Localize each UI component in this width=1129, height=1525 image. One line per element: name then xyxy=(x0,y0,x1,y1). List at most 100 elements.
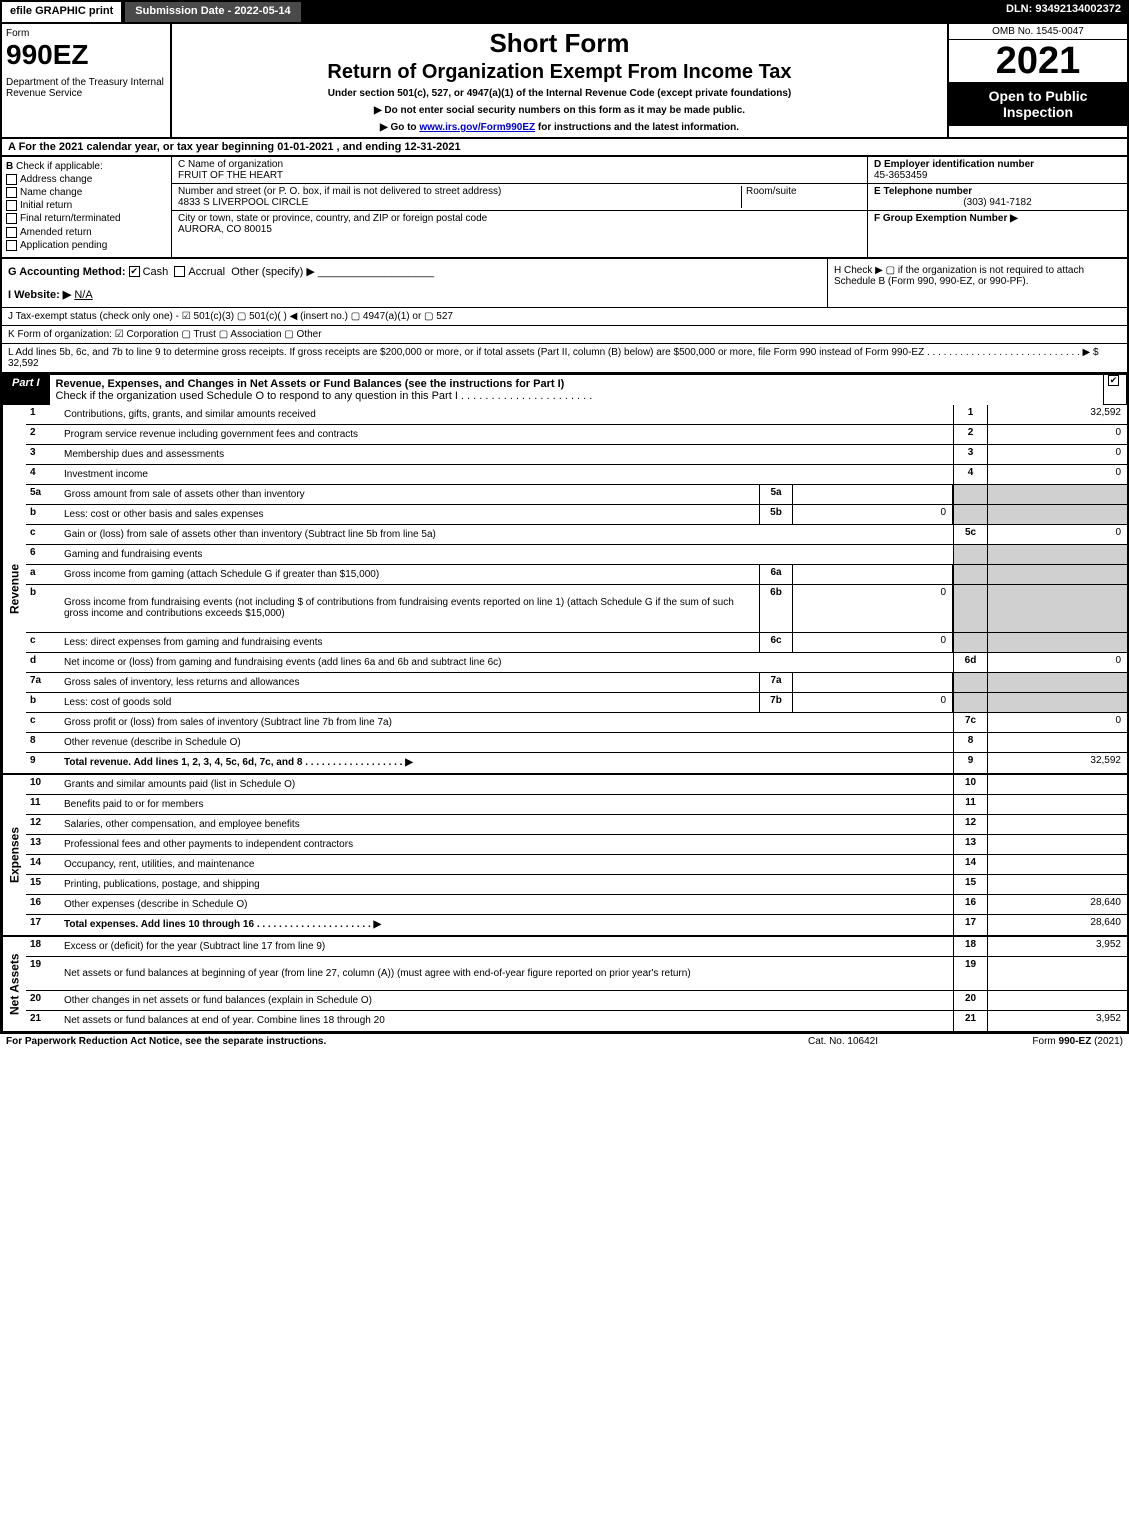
tax-year: 2021 xyxy=(949,40,1127,82)
row-19: 19Net assets or fund balances at beginni… xyxy=(26,957,1127,991)
expenses-grid: Expenses 10Grants and similar amounts pa… xyxy=(0,775,1129,937)
part-1-checkbox[interactable] xyxy=(1103,374,1127,405)
org-name: FRUIT OF THE HEART xyxy=(178,170,861,181)
d-val: 45-3653459 xyxy=(874,170,1121,181)
row-7b: bLess: cost of goods sold7b0 xyxy=(26,693,1127,713)
row-8: 8Other revenue (describe in Schedule O)8 xyxy=(26,733,1127,753)
inst2-pre: ▶ Go to xyxy=(380,122,419,133)
accrual-checkbox[interactable] xyxy=(174,266,185,277)
form-ref: Form 990-EZ (2021) xyxy=(943,1036,1123,1047)
top-bar: efile GRAPHIC print Submission Date - 20… xyxy=(0,0,1129,24)
accrual-label: Accrual xyxy=(188,266,225,278)
opt-name-change[interactable]: Name change xyxy=(6,187,167,198)
efile-print-button[interactable]: efile GRAPHIC print xyxy=(0,0,123,24)
row-12: 12Salaries, other compensation, and empl… xyxy=(26,815,1127,835)
street-row: Number and street (or P. O. box, if mail… xyxy=(172,184,867,211)
netassets-sidelabel: Net Assets xyxy=(2,937,26,1031)
h-right: H Check ▶ ▢ if the organization is not r… xyxy=(827,259,1127,307)
row-6c: cLess: direct expenses from gaming and f… xyxy=(26,633,1127,653)
row-7c: cGross profit or (loss) from sales of in… xyxy=(26,713,1127,733)
row-2: 2Program service revenue including gover… xyxy=(26,425,1127,445)
i-line: I Website: ▶ N/A xyxy=(8,288,821,301)
return-title: Return of Organization Exempt From Incom… xyxy=(182,61,937,84)
part-1-header: Part I Revenue, Expenses, and Changes in… xyxy=(0,374,1129,405)
opt-address-change[interactable]: Address change xyxy=(6,174,167,185)
row-15: 15Printing, publications, postage, and s… xyxy=(26,875,1127,895)
row-5b: bLess: cost or other basis and sales exp… xyxy=(26,505,1127,525)
row-6: 6Gaming and fundraising events xyxy=(26,545,1127,565)
e-label: E Telephone number xyxy=(874,186,1121,197)
k-line: K Form of organization: ☑ Corporation ▢ … xyxy=(0,326,1129,344)
short-form-title: Short Form xyxy=(182,28,937,59)
opt-initial-return[interactable]: Initial return xyxy=(6,200,167,211)
paperwork-notice: For Paperwork Reduction Act Notice, see … xyxy=(6,1036,743,1047)
room-suite: Room/suite xyxy=(741,186,861,208)
i-label: I Website: ▶ xyxy=(8,289,71,301)
form-header: Form 990EZ Department of the Treasury In… xyxy=(0,24,1129,139)
row-1: 1Contributions, gifts, grants, and simil… xyxy=(26,405,1127,425)
row-18: 18Excess or (deficit) for the year (Subt… xyxy=(26,937,1127,957)
f-label: F Group Exemption Number ▶ xyxy=(874,213,1121,224)
part-1-label: Part I xyxy=(2,374,50,405)
city-row: City or town, state or province, country… xyxy=(172,211,867,237)
expenses-sidelabel: Expenses xyxy=(2,775,26,935)
form-word: Form xyxy=(6,28,166,39)
part-1-title: Revenue, Expenses, and Changes in Net As… xyxy=(50,374,1103,405)
header-left: Form 990EZ Department of the Treasury In… xyxy=(2,24,172,137)
irs-link[interactable]: www.irs.gov/Form990EZ xyxy=(419,122,535,133)
row-20: 20Other changes in net assets or fund ba… xyxy=(26,991,1127,1011)
opt-final-return[interactable]: Final return/terminated xyxy=(6,213,167,224)
c-label: C Name of organization xyxy=(178,159,861,170)
city-label: City or town, state or province, country… xyxy=(178,213,861,224)
other-label: Other (specify) ▶ xyxy=(231,266,315,278)
row-9: 9Total revenue. Add lines 1, 2, 3, 4, 5c… xyxy=(26,753,1127,773)
street-label: Number and street (or P. O. box, if mail… xyxy=(178,186,741,197)
col-b: B Check if applicable: Address change Na… xyxy=(2,157,172,257)
website-val: N/A xyxy=(74,289,92,301)
block-bc: B Check if applicable: Address change Na… xyxy=(0,157,1129,259)
form-number: 990EZ xyxy=(6,39,166,71)
e-val: (303) 941-7182 xyxy=(874,197,1121,208)
revenue-grid: Revenue 1Contributions, gifts, grants, a… xyxy=(0,405,1129,775)
g-left: G Accounting Method: Cash Accrual Other … xyxy=(2,259,827,307)
street-val: 4833 S LIVERPOOL CIRCLE xyxy=(178,197,741,208)
department-label: Department of the Treasury Internal Reve… xyxy=(6,77,166,99)
j-line: J Tax-exempt status (check only one) - ☑… xyxy=(0,308,1129,326)
col-c: C Name of organization FRUIT OF THE HEAR… xyxy=(172,157,867,257)
e-row: E Telephone number (303) 941-7182 xyxy=(868,184,1127,211)
col-def: D Employer identification number 45-3653… xyxy=(867,157,1127,257)
revenue-sidelabel: Revenue xyxy=(2,405,26,773)
row-3: 3Membership dues and assessments30 xyxy=(26,445,1127,465)
org-name-row: C Name of organization FRUIT OF THE HEAR… xyxy=(172,157,867,184)
inst2-post: for instructions and the latest informat… xyxy=(535,122,739,133)
g-line: G Accounting Method: Cash Accrual Other … xyxy=(8,265,821,278)
g-label: G Accounting Method: xyxy=(8,266,126,278)
netassets-grid: Net Assets 18Excess or (deficit) for the… xyxy=(0,937,1129,1033)
city-val: AURORA, CO 80015 xyxy=(178,224,861,235)
cat-no: Cat. No. 10642I xyxy=(743,1036,943,1047)
block-gh: G Accounting Method: Cash Accrual Other … xyxy=(0,259,1129,308)
opt-amended-return[interactable]: Amended return xyxy=(6,227,167,238)
opt-application-pending[interactable]: Application pending xyxy=(6,240,167,251)
row-21: 21Net assets or fund balances at end of … xyxy=(26,1011,1127,1031)
row-6d: dNet income or (loss) from gaming and fu… xyxy=(26,653,1127,673)
row-16: 16Other expenses (describe in Schedule O… xyxy=(26,895,1127,915)
cash-label: Cash xyxy=(143,266,169,278)
row-11: 11Benefits paid to or for members11 xyxy=(26,795,1127,815)
cash-checkbox[interactable] xyxy=(129,266,140,277)
page-footer: For Paperwork Reduction Act Notice, see … xyxy=(0,1033,1129,1049)
f-row: F Group Exemption Number ▶ xyxy=(868,211,1127,226)
part-1-sub: Check if the organization used Schedule … xyxy=(56,390,593,402)
header-right: OMB No. 1545-0047 2021 Open to Public In… xyxy=(947,24,1127,137)
instruction-goto: ▶ Go to www.irs.gov/Form990EZ for instru… xyxy=(182,122,937,133)
row-6a: aGross income from gaming (attach Schedu… xyxy=(26,565,1127,585)
b-label: B xyxy=(6,161,13,172)
row-5a: 5aGross amount from sale of assets other… xyxy=(26,485,1127,505)
row-17: 17Total expenses. Add lines 10 through 1… xyxy=(26,915,1127,935)
open-to-public: Open to Public Inspection xyxy=(949,82,1127,126)
row-10: 10Grants and similar amounts paid (list … xyxy=(26,775,1127,795)
row-7a: 7aGross sales of inventory, less returns… xyxy=(26,673,1127,693)
omb-number: OMB No. 1545-0047 xyxy=(949,24,1127,40)
row-14: 14Occupancy, rent, utilities, and mainte… xyxy=(26,855,1127,875)
submission-date-button[interactable]: Submission Date - 2022-05-14 xyxy=(123,0,302,24)
